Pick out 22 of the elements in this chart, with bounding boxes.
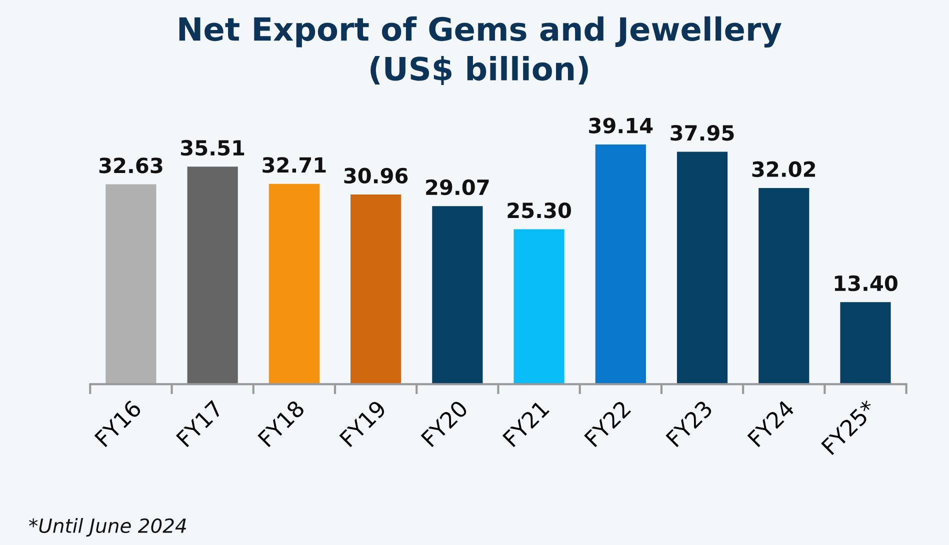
data-label: 39.14: [589, 118, 653, 134]
data-label: 30.96: [344, 168, 408, 184]
bar: [268, 184, 320, 384]
bar: [595, 144, 646, 384]
bar: [432, 206, 483, 384]
data-label: 32.63: [99, 158, 162, 174]
data-label: 37.95: [670, 124, 734, 141]
bar: [676, 152, 728, 384]
bar: [350, 194, 402, 384]
bar: [187, 166, 238, 384]
data-label: 13.40: [834, 275, 898, 292]
bar: [758, 188, 810, 384]
data-label: 25.30: [508, 202, 571, 218]
bar: [840, 302, 891, 384]
bar: [106, 184, 156, 384]
data-label: 35.51: [181, 140, 244, 156]
data-label: 32.02: [752, 161, 816, 178]
bar: [514, 229, 564, 384]
chart-title: Net Export of Gems and Jewellery (US$ billion): [179, 16, 782, 85]
data-label: 29.07: [426, 179, 489, 196]
text: *Until June 2024: [29, 518, 186, 537]
data-label: 32.71: [262, 157, 326, 173]
